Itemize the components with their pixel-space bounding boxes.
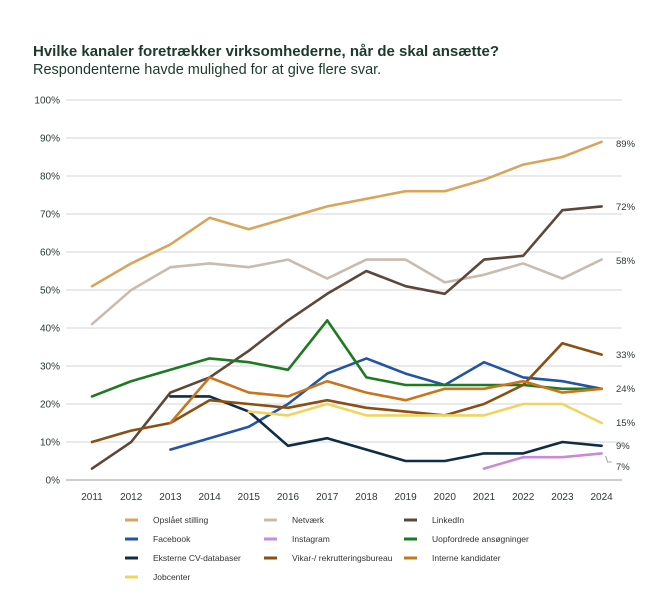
y-tick-label: 20% [40, 400, 60, 411]
x-tick-label: 2023 [551, 492, 574, 503]
series-line-opslået-stilling [90, 140, 603, 288]
end-value-label: 89% [616, 139, 636, 150]
end-value-label: 7% [616, 462, 630, 473]
chart-title: Hvilke kanaler foretrækker virksomhedern… [33, 43, 500, 60]
end-value-label: 24% [616, 384, 636, 395]
y-tick-label: 10% [40, 438, 60, 449]
series-line-uopfordrede-ansøgninger [90, 319, 603, 398]
end-labels: 89% 58% 72% 24% 7% 9% 33% 15% [605, 139, 636, 473]
y-axis: 0% 10% 20% 30% 40% 50% 60% 70% 80% 90% 100% [34, 96, 60, 487]
x-tick-label: 2018 [355, 492, 378, 503]
series-line-netværk [90, 258, 603, 326]
legend-label: Facebook [153, 534, 191, 544]
label-leader [605, 455, 612, 463]
end-value-label: 72% [616, 202, 636, 213]
y-tick-label: 100% [34, 96, 60, 107]
legend-label: Uopfordrede ansøgninger [432, 534, 529, 544]
y-tick-label: 0% [46, 476, 61, 487]
legend-label: Instagram [292, 534, 330, 544]
x-tick-label: 2024 [590, 492, 613, 503]
legend-label: Interne kandidater [432, 553, 501, 563]
x-tick-label: 2014 [198, 492, 221, 503]
y-tick-label: 30% [40, 362, 60, 373]
legend-label: Netværk [292, 515, 325, 525]
chart-legend: Opslået stilling Netværk LinkedIn Facebook I… [125, 515, 529, 582]
chart-gridlines [66, 99, 622, 481]
x-tick-label: 2019 [394, 492, 417, 503]
legend-label: Vikar-/ rekrutteringsbureau [292, 553, 393, 563]
x-tick-label: 2020 [434, 492, 457, 503]
y-tick-label: 50% [40, 286, 60, 297]
series-line-jobcenter [247, 402, 603, 425]
end-value-label: 33% [616, 350, 636, 361]
y-tick-label: 40% [40, 324, 60, 335]
x-tick-label: 2022 [512, 492, 535, 503]
legend-label: Jobcenter [153, 572, 190, 582]
x-tick-label: 2015 [238, 492, 261, 503]
end-value-label: 9% [616, 441, 630, 452]
chart-series [90, 140, 603, 470]
y-tick-label: 60% [40, 248, 60, 259]
x-tick-label: 2011 [81, 492, 103, 503]
series-line-vikar-rekrutteringsbureau [90, 341, 603, 444]
legend-label: LinkedIn [432, 515, 464, 525]
x-tick-label: 2012 [120, 492, 143, 503]
legend-label: Eksterne CV-databaser [153, 553, 241, 563]
x-axis: 2011 2012 2013 2014 2015 2016 2017 2018 2019 2020… [81, 492, 613, 503]
y-tick-label: 80% [40, 172, 60, 183]
x-tick-label: 2016 [277, 492, 300, 503]
end-value-label: 58% [616, 256, 636, 267]
series-line-interne-kandidater [169, 376, 603, 425]
series-line-instagram [482, 452, 603, 470]
y-tick-label: 90% [40, 134, 60, 145]
chart-subtitle: Respondenterne havde mulighed for at giv… [33, 62, 382, 78]
x-tick-label: 2021 [473, 492, 496, 503]
legend-label: Opslået stilling [153, 515, 209, 525]
x-tick-label: 2017 [316, 492, 339, 503]
series-line-eksterne-cv-databaser [169, 395, 603, 463]
series-line-linkedin [90, 205, 603, 470]
end-value-label: 15% [616, 418, 636, 429]
x-tick-label: 2013 [159, 492, 182, 503]
y-tick-label: 70% [40, 210, 60, 221]
